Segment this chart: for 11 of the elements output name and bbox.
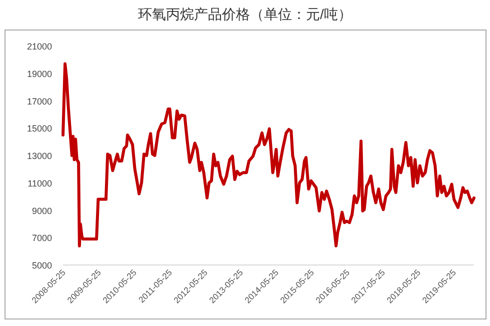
y-tick-label: 11000 — [28, 178, 52, 188]
y-tick-label: 9000 — [32, 206, 52, 216]
y-tick-label: 19000 — [26, 68, 52, 79]
chart-title: 环氧丙烷产品价格（单位：元/吨） — [138, 6, 352, 22]
line-series — [62, 62, 476, 248]
y-tick-label: 17000 — [26, 96, 52, 106]
y-tick-label: 5000 — [32, 260, 52, 270]
y-tick-label: 15000 — [26, 124, 52, 134]
y-tick-label: 13000 — [26, 151, 52, 161]
y-tick-label: 21000 — [26, 42, 52, 52]
y-tick-label: 7000 — [32, 233, 52, 244]
